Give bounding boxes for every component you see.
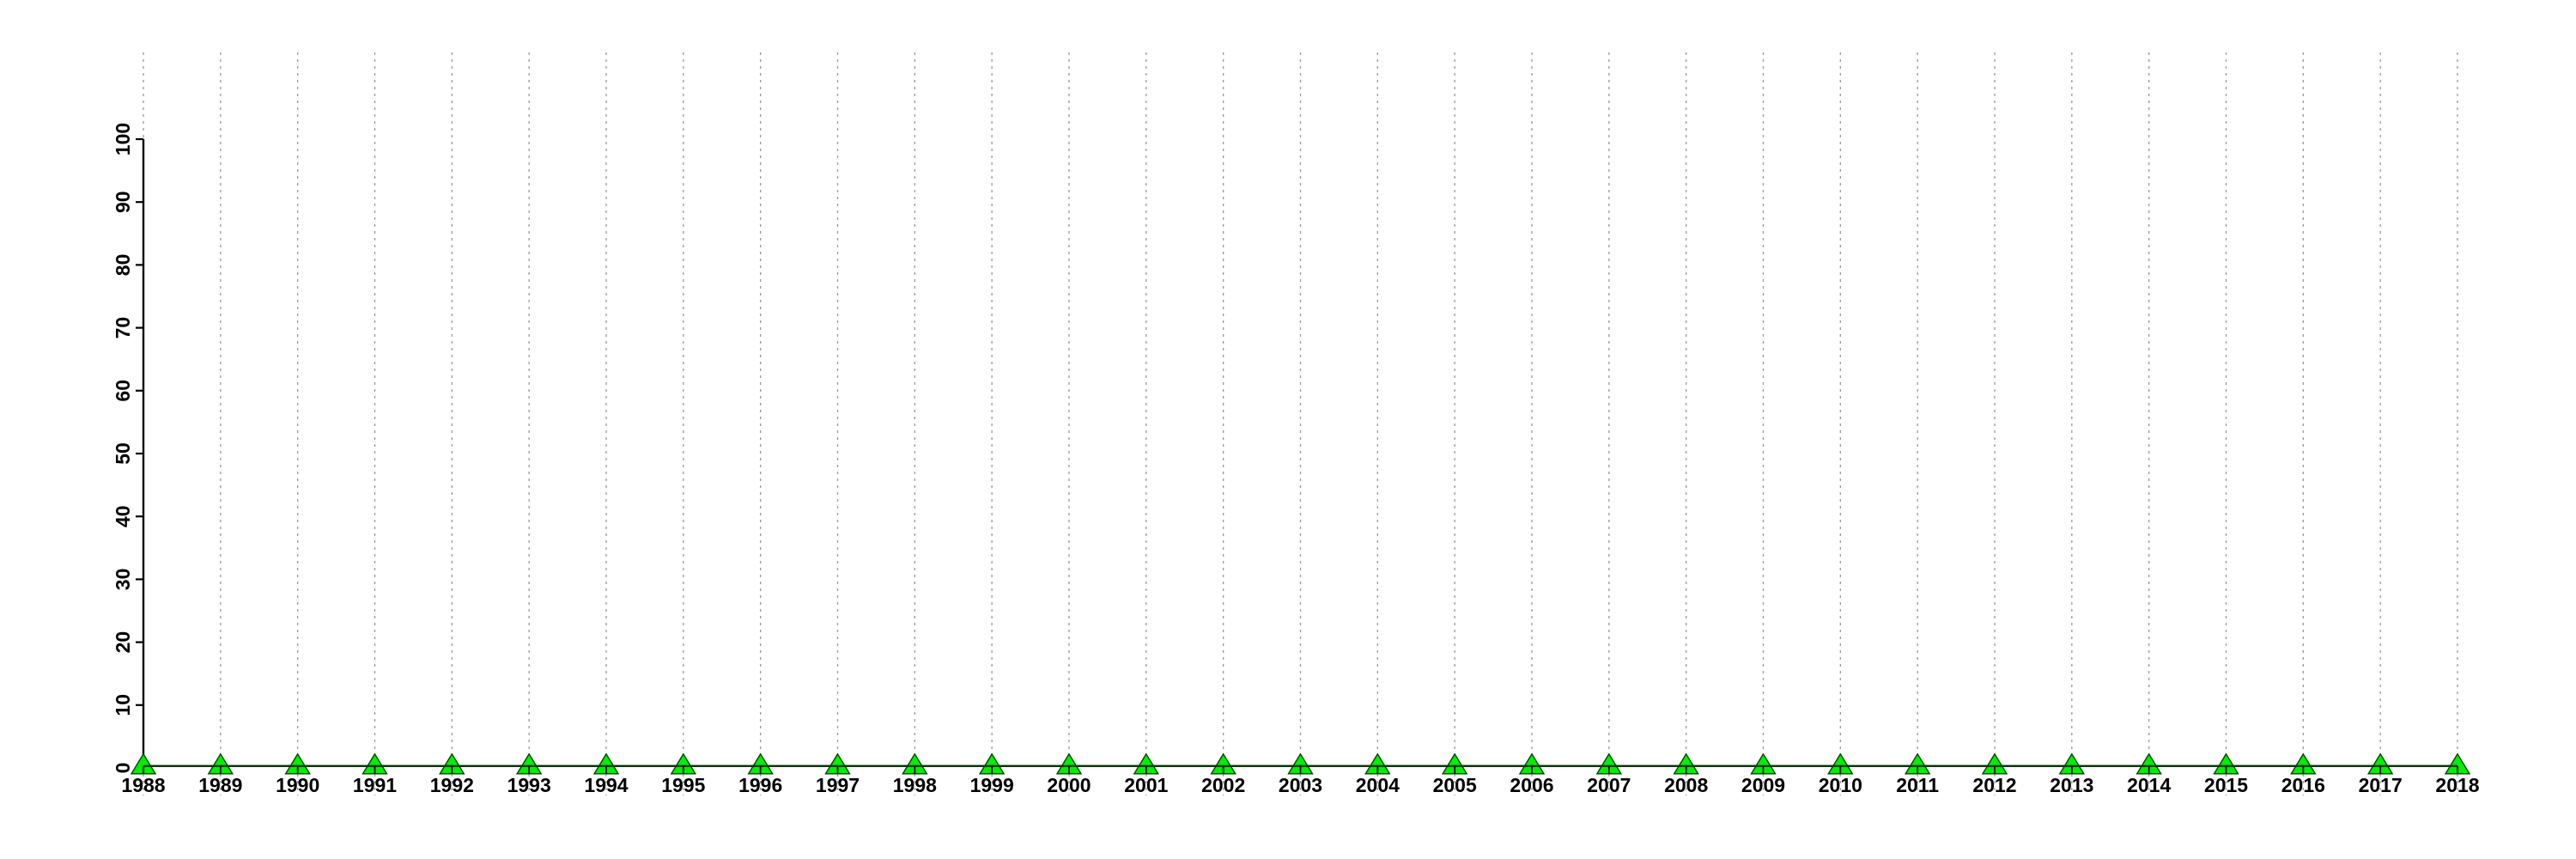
svg-text:2016: 2016: [2281, 774, 2325, 796]
svg-text:2011: 2011: [1896, 774, 1939, 796]
svg-text:1990: 1990: [276, 774, 319, 796]
svg-text:2007: 2007: [1587, 774, 1631, 796]
svg-text:0: 0: [112, 763, 134, 774]
svg-text:50: 50: [112, 442, 134, 465]
svg-text:100: 100: [112, 123, 134, 155]
svg-text:1992: 1992: [430, 774, 474, 796]
svg-text:1995: 1995: [661, 774, 705, 796]
svg-text:2000: 2000: [1047, 774, 1091, 796]
svg-text:1997: 1997: [816, 774, 860, 796]
svg-text:20: 20: [112, 631, 134, 654]
svg-text:2008: 2008: [1664, 774, 1708, 796]
svg-text:1998: 1998: [893, 774, 937, 796]
svg-text:1988: 1988: [121, 774, 165, 796]
svg-text:2004: 2004: [1356, 774, 1400, 796]
svg-text:1996: 1996: [738, 774, 782, 796]
svg-text:2012: 2012: [1972, 774, 2016, 796]
svg-text:2013: 2013: [2050, 774, 2093, 796]
svg-text:10: 10: [112, 694, 134, 716]
svg-text:2018: 2018: [2435, 774, 2479, 796]
svg-text:2017: 2017: [2359, 774, 2403, 796]
svg-text:2015: 2015: [2204, 774, 2248, 796]
svg-text:1989: 1989: [198, 774, 242, 796]
svg-text:2001: 2001: [1124, 774, 1168, 796]
svg-text:2009: 2009: [1741, 774, 1785, 796]
svg-text:1993: 1993: [507, 774, 551, 796]
svg-text:2010: 2010: [1819, 774, 1862, 796]
svg-text:60: 60: [112, 380, 134, 402]
svg-text:1991: 1991: [353, 774, 397, 796]
svg-text:2003: 2003: [1279, 774, 1322, 796]
svg-text:80: 80: [112, 254, 134, 277]
svg-text:2005: 2005: [1433, 774, 1477, 796]
svg-text:2002: 2002: [1201, 774, 1245, 796]
svg-text:30: 30: [112, 569, 134, 591]
svg-text:1999: 1999: [970, 774, 1014, 796]
svg-text:2014: 2014: [2127, 774, 2171, 796]
svg-text:2006: 2006: [1510, 774, 1553, 796]
svg-text:70: 70: [112, 317, 134, 339]
svg-text:40: 40: [112, 505, 134, 527]
svg-text:1994: 1994: [584, 774, 628, 796]
svg-text:90: 90: [112, 191, 134, 213]
